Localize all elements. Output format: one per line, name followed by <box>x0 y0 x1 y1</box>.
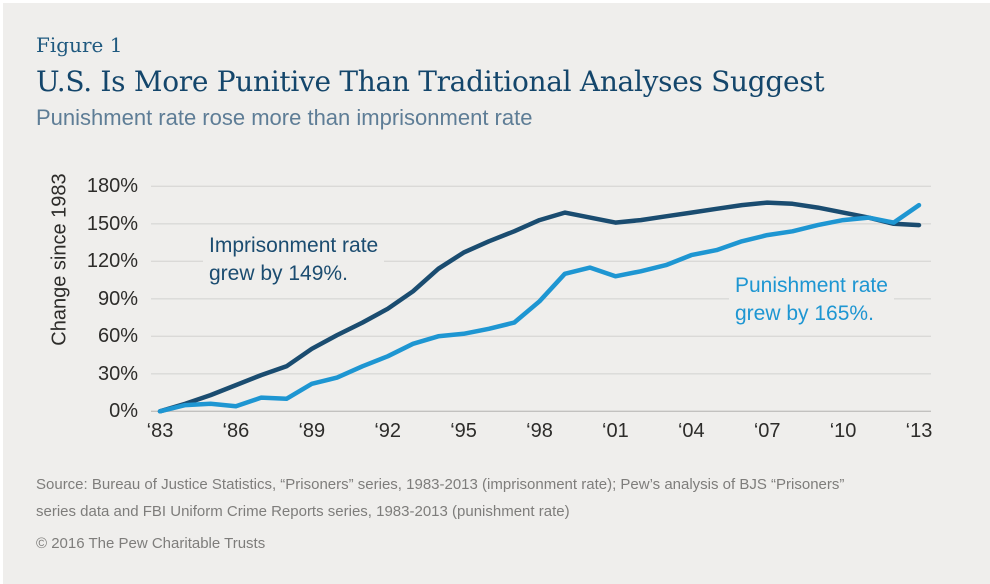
series-line-punishment-rate <box>157 202 922 414</box>
source-text-line1: Source: Bureau of Justice Statistics, “P… <box>36 476 845 493</box>
y-tick-label-90%: 90% <box>97 287 138 310</box>
source-text-line2: series data and FBI Uniform Crime Report… <box>36 503 570 520</box>
plot-svg <box>151 185 931 414</box>
figure-label: Figure 1 <box>36 33 123 57</box>
x-tick-label-95: ‘95 <box>450 420 477 442</box>
x-tick-label-07: ‘07 <box>753 420 781 442</box>
series-line-imprisonment-rate <box>157 200 922 414</box>
punishment-annotation: Punishment rate grew by 165%. <box>729 271 894 330</box>
x-tick-label-92: ‘92 <box>374 420 402 442</box>
x-tick-label-13: ‘13 <box>905 420 933 442</box>
x-tick-label-10: ‘10 <box>829 420 857 442</box>
y-tick-label-180%: 180% <box>86 175 138 198</box>
copyright-text: © 2016 The Pew Charitable Trusts <box>36 535 266 552</box>
y-tick-label-120%: 120% <box>86 250 138 273</box>
punishment-annotation-line2: grew by 165%. <box>735 302 874 325</box>
chart-subtitle: Punishment rate rose more than imprisonm… <box>36 105 533 130</box>
y-tick-label-150%: 150% <box>86 212 138 235</box>
x-tick-label-86: ‘86 <box>222 420 250 442</box>
x-tick-label-01: ‘01 <box>602 420 629 442</box>
y-tick-label-60%: 60% <box>97 325 138 348</box>
x-tick-label-98: ‘98 <box>526 420 553 442</box>
x-tick-label-04: ‘04 <box>677 420 705 442</box>
y-tick-label-0%: 0% <box>109 400 138 423</box>
punishment-annotation-line1: Punishment rate <box>735 274 888 297</box>
y-tick-label-30%: 30% <box>97 362 138 385</box>
x-tick-label-89: ‘89 <box>298 420 326 442</box>
page-title: U.S. Is More Punitive Than Traditional A… <box>36 65 825 98</box>
imprisonment-annotation: Imprisonment rate grew by 149%. <box>203 231 385 290</box>
imprisonment-annotation-line1: Imprisonment rate <box>209 234 379 257</box>
imprisonment-annotation-line2: grew by 149%. <box>209 262 348 285</box>
x-tick-label-83: ‘83 <box>146 420 174 442</box>
